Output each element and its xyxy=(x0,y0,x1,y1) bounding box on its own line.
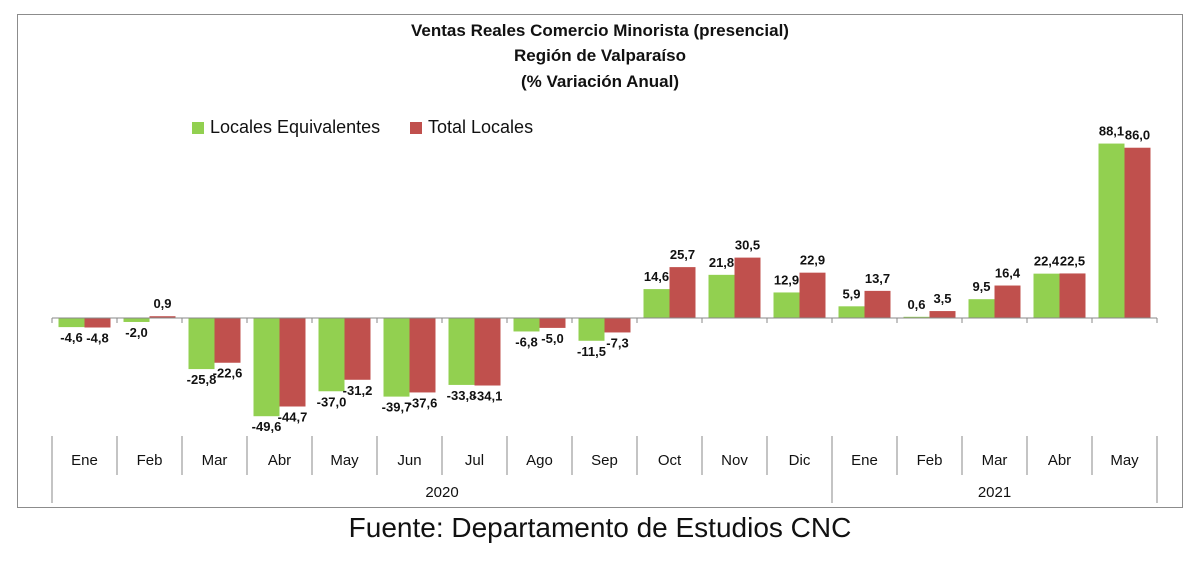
data-label: 86,0 xyxy=(1125,128,1150,143)
category-label: Jul xyxy=(465,452,484,469)
data-label: -44,7 xyxy=(278,410,308,425)
data-label: 13,7 xyxy=(865,271,890,286)
data-label: 9,5 xyxy=(972,279,990,294)
data-label: -37,0 xyxy=(317,394,347,409)
bar-total-locales xyxy=(929,311,956,318)
category-label: Ene xyxy=(851,452,878,469)
category-label: Ene xyxy=(71,452,98,469)
chart-title-line-1: Ventas Reales Comercio Minorista (presen… xyxy=(411,21,789,40)
bar-locales-equivalentes xyxy=(578,318,605,341)
data-label: 21,8 xyxy=(709,255,734,270)
legend-swatch-green xyxy=(192,121,204,134)
data-label: -33,8 xyxy=(447,388,477,403)
bar-total-locales xyxy=(1124,147,1151,318)
category-label: Ago xyxy=(526,452,553,469)
bar-locales-equivalentes xyxy=(188,318,215,370)
data-label: 22,9 xyxy=(800,253,825,268)
data-label: 25,7 xyxy=(670,247,695,262)
bar-total-locales xyxy=(84,318,111,328)
bar-total-locales xyxy=(864,290,891,318)
bar-locales-equivalentes xyxy=(58,318,85,328)
category-label: May xyxy=(1110,452,1139,469)
bar-total-locales xyxy=(734,257,761,318)
category-label: Nov xyxy=(721,452,748,469)
chart-frame xyxy=(17,14,1183,508)
data-label: 3,5 xyxy=(933,291,951,306)
bar-total-locales xyxy=(799,272,826,318)
source-note: Fuente: Departamento de Estudios CNC xyxy=(348,512,852,543)
bar-total-locales xyxy=(539,318,566,328)
data-label: 22,4 xyxy=(1034,254,1060,269)
category-label: Abr xyxy=(1048,452,1071,469)
bar-locales-equivalentes xyxy=(968,299,995,318)
data-label: 22,5 xyxy=(1060,253,1085,268)
bar-locales-equivalentes xyxy=(123,318,150,322)
year-label: 2021 xyxy=(978,484,1011,501)
data-label: -39,7 xyxy=(382,400,412,415)
data-label: 0,9 xyxy=(153,296,171,311)
bar-locales-equivalentes xyxy=(708,274,735,318)
data-label: 0,6 xyxy=(907,297,925,312)
bar-total-locales xyxy=(604,318,631,333)
data-label: -31,2 xyxy=(343,383,373,398)
bar-locales-equivalentes xyxy=(838,306,865,318)
bar-locales-equivalentes xyxy=(253,318,280,417)
bar-total-locales xyxy=(344,318,371,380)
bar-total-locales xyxy=(669,267,696,318)
data-label: -4,8 xyxy=(86,331,108,346)
data-label: 5,9 xyxy=(842,286,860,301)
data-label: -34,1 xyxy=(473,389,503,404)
bar-locales-equivalentes xyxy=(1098,143,1125,318)
bar-total-locales xyxy=(214,318,241,363)
category-label: Dic xyxy=(789,452,811,469)
data-label: 14,6 xyxy=(644,269,669,284)
data-label: -25,8 xyxy=(187,372,217,387)
bar-locales-equivalentes xyxy=(903,316,930,318)
data-label: -37,6 xyxy=(408,395,438,410)
legend-item-locales-equivalentes: Locales Equivalentes xyxy=(192,117,380,138)
bar-locales-equivalentes xyxy=(773,292,800,318)
data-label: -5,0 xyxy=(541,331,563,346)
bar-total-locales xyxy=(149,316,176,318)
data-label: 30,5 xyxy=(735,238,760,253)
data-label: -4,6 xyxy=(60,330,82,345)
bar-total-locales xyxy=(409,318,436,393)
category-label: Oct xyxy=(658,452,682,469)
data-label: -2,0 xyxy=(125,325,147,340)
bar-locales-equivalentes xyxy=(318,318,345,392)
legend-label: Total Locales xyxy=(428,117,534,137)
data-label: -6,8 xyxy=(515,334,537,349)
data-label: 88,1 xyxy=(1099,124,1124,139)
bar-locales-equivalentes xyxy=(383,318,410,397)
category-label: Feb xyxy=(917,452,943,469)
data-label: -7,3 xyxy=(606,335,628,350)
bar-total-locales xyxy=(1059,273,1086,318)
data-label: 16,4 xyxy=(995,266,1021,281)
year-label: 2020 xyxy=(425,484,458,501)
chart-title-line-3: (% Variación Anual) xyxy=(520,72,680,91)
chart-title-line-2: Región de Valparaíso xyxy=(514,46,686,65)
category-label: Abr xyxy=(268,452,291,469)
category-label: Mar xyxy=(202,452,228,469)
legend-label: Locales Equivalentes xyxy=(210,117,381,137)
data-label: 12,9 xyxy=(774,272,799,287)
bar-locales-equivalentes xyxy=(1033,273,1060,318)
bar-total-locales xyxy=(279,318,306,407)
bar-total-locales xyxy=(474,318,501,386)
category-label: Jun xyxy=(397,452,421,469)
legend-swatch-red xyxy=(410,121,422,134)
category-label: Sep xyxy=(591,452,618,469)
category-label: May xyxy=(330,452,359,469)
bar-locales-equivalentes xyxy=(448,318,475,385)
bar-locales-equivalentes xyxy=(513,318,540,332)
bar-locales-equivalentes xyxy=(643,289,670,318)
category-label: Mar xyxy=(982,452,1008,469)
bar-total-locales xyxy=(994,285,1021,318)
data-label: -49,6 xyxy=(252,419,282,434)
data-label: -11,5 xyxy=(577,344,606,359)
category-label: Feb xyxy=(137,452,163,469)
legend-item-total-locales: Total Locales xyxy=(410,117,533,138)
data-label: -22,6 xyxy=(213,366,243,381)
